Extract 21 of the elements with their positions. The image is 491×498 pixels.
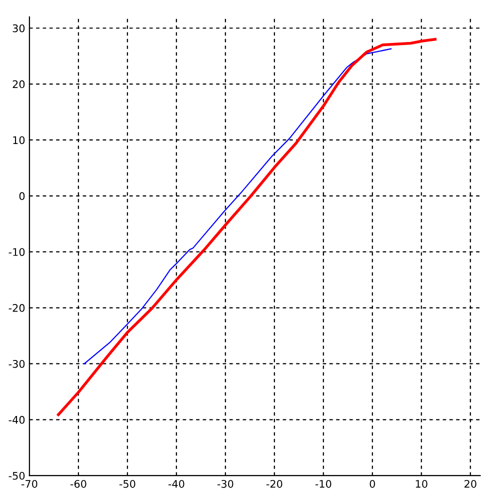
x-tick-label: -20 bbox=[266, 480, 282, 488]
y-tick-label: -40 bbox=[8, 416, 25, 424]
x-tick-label: -40 bbox=[168, 480, 184, 488]
y-tick-label: 0 bbox=[19, 192, 25, 200]
x-tick-label: -50 bbox=[119, 480, 136, 488]
y-tick-label: 10 bbox=[13, 136, 25, 144]
y-tick-label: -20 bbox=[8, 304, 25, 312]
x-tick-label: -60 bbox=[70, 480, 86, 488]
x-tick-label: 20 bbox=[464, 480, 476, 488]
x-tick-label: 10 bbox=[416, 480, 428, 488]
x-tick-label: -10 bbox=[315, 480, 332, 488]
x-tick-label: 0 bbox=[370, 480, 376, 488]
y-tick-label: -50 bbox=[8, 472, 25, 480]
y-tick-label: -10 bbox=[8, 248, 25, 256]
y-tick-label: 30 bbox=[12, 24, 25, 32]
x-tick-label: -70 bbox=[21, 480, 38, 488]
line-series bbox=[84, 48, 392, 364]
y-tick-label: -30 bbox=[8, 360, 25, 368]
y-tick-label: 20 bbox=[12, 80, 25, 88]
line-series bbox=[56, 38, 437, 416]
x-tick-label: -30 bbox=[217, 480, 234, 488]
